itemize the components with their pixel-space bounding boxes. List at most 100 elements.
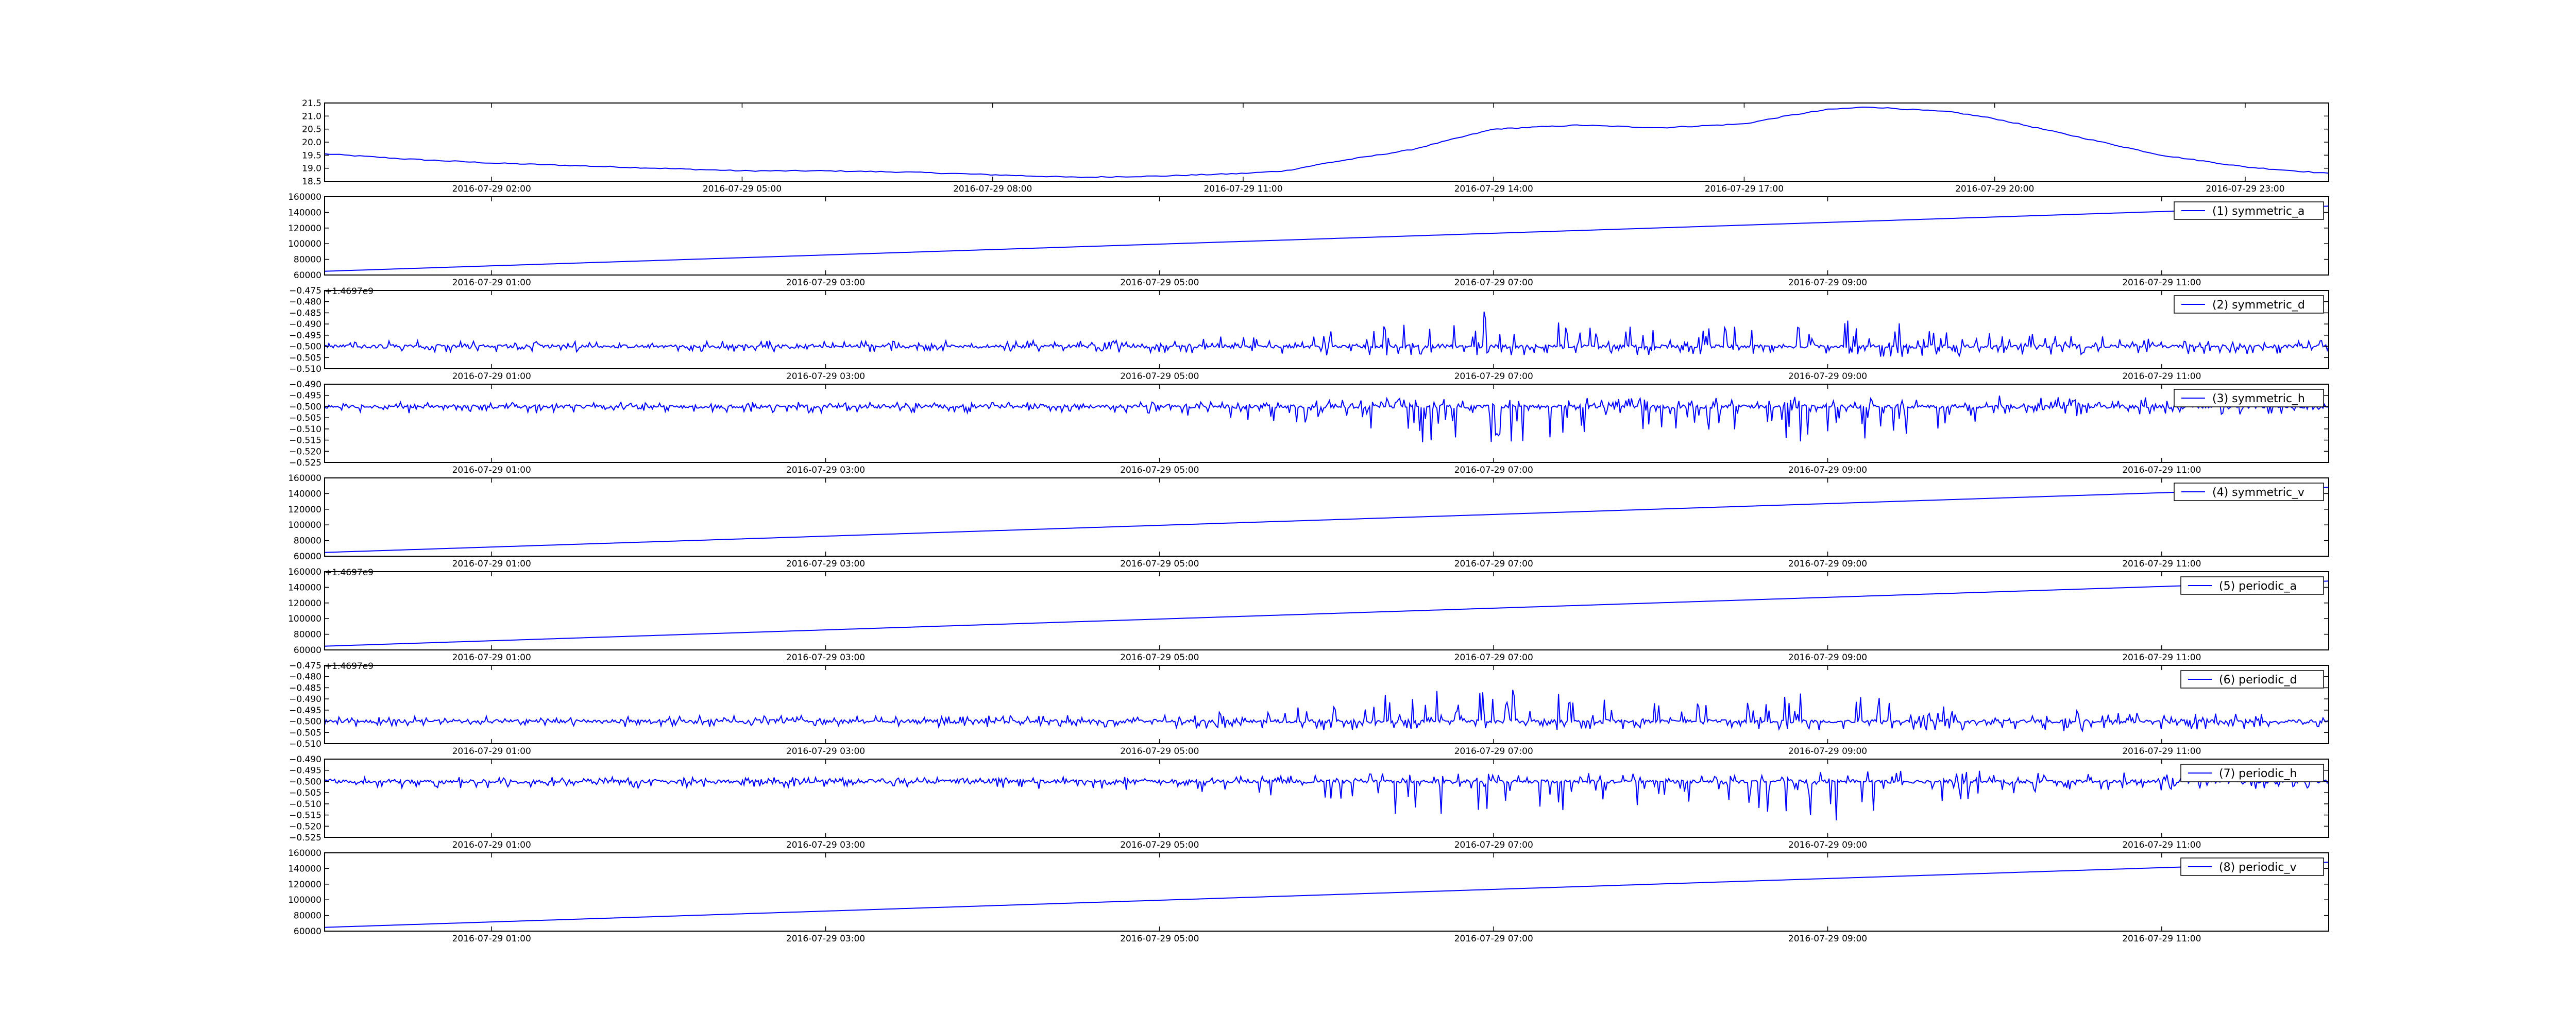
x-tick-label: 2016-07-29 09:00: [1788, 371, 1867, 382]
x-offset-label: +1.4697e9: [325, 568, 374, 578]
y-tick-label: 19.0: [302, 164, 321, 174]
x-tick-label: 2016-07-29 05:00: [1120, 934, 1199, 944]
series-line: [324, 862, 2329, 928]
y-tick-label: −0.500: [289, 777, 321, 787]
y-tick-label: −0.525: [289, 458, 321, 468]
y-tick-label: 100000: [288, 520, 321, 530]
x-tick-label: 2016-07-29 01:00: [452, 840, 531, 850]
x-tick-label: 2016-07-29 09:00: [1788, 559, 1867, 569]
x-tick-label: 2016-07-29 01:00: [452, 278, 531, 288]
y-tick-label: 21.5: [302, 98, 321, 109]
series-line: [324, 312, 2329, 357]
y-tick-label: −0.495: [289, 706, 321, 716]
y-tick-label: 120000: [288, 505, 321, 515]
series-line: [324, 106, 2329, 178]
x-tick-label: 2016-07-29 05:00: [1120, 746, 1199, 757]
axes-frame: [324, 665, 2329, 744]
subplot-2: −0.510−0.505−0.500−0.495−0.490−0.485−0.4…: [289, 286, 2329, 382]
legend-label: (3) symmetric_h: [2212, 392, 2305, 405]
axes-frame: [324, 384, 2329, 463]
x-tick-label: 2016-07-29 05:00: [1120, 559, 1199, 569]
axes-frame: [324, 477, 2329, 557]
axes-frame: [324, 759, 2329, 838]
y-tick-label: 60000: [294, 926, 321, 937]
y-tick-label: 160000: [288, 192, 321, 202]
y-tick-label: −0.505: [289, 413, 321, 423]
y-tick-label: 140000: [288, 864, 321, 874]
x-tick-label: 2016-07-29 03:00: [786, 840, 865, 850]
subplot-7: −0.525−0.520−0.515−0.510−0.505−0.500−0.4…: [289, 754, 2329, 850]
y-tick-label: −0.500: [289, 402, 321, 412]
legend-label: (6) periodic_d: [2219, 674, 2297, 686]
subplot-4: 60000 80000 100000 120000 140000 160000 2016-0…: [288, 473, 2329, 578]
y-tick-label: −0.485: [289, 683, 321, 693]
y-tick-label: 21.0: [302, 111, 321, 122]
axes-frame: [324, 571, 2329, 650]
y-tick-label: 140000: [288, 489, 321, 499]
x-tick-label: 2016-07-29 07:00: [1454, 934, 1533, 944]
x-tick-label: 2016-07-29 05:00: [1120, 840, 1199, 850]
y-tick-label: −0.500: [289, 717, 321, 727]
x-tick-label: 2016-07-29 03:00: [786, 559, 865, 569]
x-tick-label: 2016-07-29 07:00: [1454, 278, 1533, 288]
y-tick-label: 140000: [288, 582, 321, 593]
x-tick-label: 2016-07-29 05:00: [1120, 278, 1199, 288]
x-tick-label: 2016-07-29 07:00: [1454, 559, 1533, 569]
y-tick-label: −0.505: [289, 353, 321, 363]
x-tick-label: 2016-07-29 20:00: [1955, 184, 2034, 194]
series-line: [324, 487, 2329, 553]
series-line: [324, 205, 2329, 272]
y-tick-label: −0.475: [289, 661, 321, 671]
y-tick-label: 80000: [294, 911, 321, 921]
y-tick-label: 160000: [288, 567, 321, 577]
y-tick-label: 160000: [288, 848, 321, 859]
x-tick-label: 2016-07-29 02:00: [452, 184, 531, 194]
y-tick-label: −0.510: [289, 799, 321, 810]
y-tick-label: 60000: [294, 552, 321, 562]
x-tick-label: 2016-07-29 01:00: [452, 746, 531, 757]
axes-frame: [324, 290, 2329, 369]
y-tick-label: −0.525: [289, 833, 321, 843]
legend-label: (1) symmetric_a: [2212, 205, 2304, 218]
x-tick-label: 2016-07-29 23:00: [2206, 184, 2284, 194]
y-tick-label: 20.5: [302, 125, 321, 135]
series-line: [324, 770, 2329, 820]
y-tick-label: −0.475: [289, 286, 321, 296]
y-tick-label: 60000: [294, 645, 321, 656]
subplot-5: 60000 80000 100000 120000 140000 160000 2016-0…: [288, 567, 2329, 672]
subplot-1: 60000 80000 100000 120000 140000 160000 2016-0…: [288, 192, 2329, 297]
x-tick-label: 2016-07-29 05:00: [1120, 371, 1199, 382]
x-tick-label: 2016-07-29 07:00: [1454, 371, 1533, 382]
x-tick-label: 2016-07-29 11:00: [2122, 465, 2201, 475]
x-tick-label: 2016-07-29 09:00: [1788, 278, 1867, 288]
y-tick-label: −0.485: [289, 308, 321, 318]
x-tick-label: 2016-07-29 11:00: [2122, 653, 2201, 663]
legend-label: (8) periodic_v: [2219, 861, 2296, 874]
y-tick-label: −0.520: [289, 447, 321, 457]
x-tick-label: 2016-07-29 07:00: [1454, 746, 1533, 757]
y-tick-label: −0.520: [289, 821, 321, 832]
axes-frame: [324, 102, 2329, 182]
x-tick-label: 2016-07-29 01:00: [452, 371, 531, 382]
x-tick-label: 2016-07-29 09:00: [1788, 653, 1867, 663]
x-tick-label: 2016-07-29 09:00: [1788, 746, 1867, 757]
y-tick-label: −0.490: [289, 380, 321, 390]
y-tick-label: 140000: [288, 208, 321, 218]
x-tick-label: 2016-07-29 14:00: [1454, 184, 1533, 194]
x-tick-label: 2016-07-29 09:00: [1788, 465, 1867, 475]
x-tick-label: 2016-07-29 05:00: [1120, 653, 1199, 663]
y-tick-label: −0.495: [289, 331, 321, 341]
y-tick-label: 20.0: [302, 138, 321, 148]
x-tick-label: 2016-07-29 03:00: [786, 371, 865, 382]
y-tick-label: 60000: [294, 270, 321, 281]
x-tick-label: 2016-07-29 03:00: [786, 934, 865, 944]
y-tick-label: 80000: [294, 255, 321, 265]
x-tick-label: 2016-07-29 05:00: [703, 184, 782, 194]
y-tick-label: −0.490: [289, 319, 321, 330]
y-tick-label: −0.505: [289, 788, 321, 798]
x-tick-label: 2016-07-29 11:00: [2122, 746, 2201, 757]
y-tick-label: 120000: [288, 880, 321, 890]
series-line: [324, 690, 2329, 733]
x-tick-label: 2016-07-29 09:00: [1788, 934, 1867, 944]
